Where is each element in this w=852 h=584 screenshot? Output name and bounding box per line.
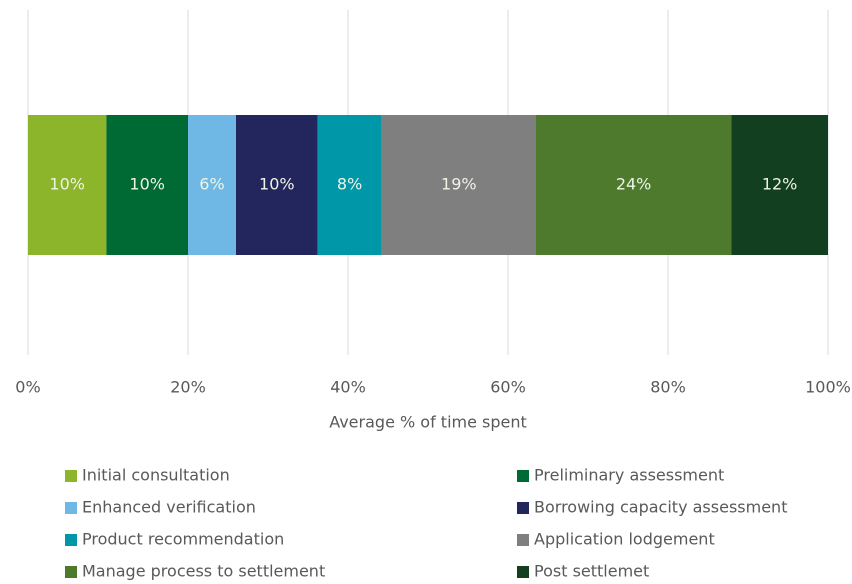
x-tick-label: 0% — [15, 378, 40, 397]
bar-segment — [381, 115, 536, 255]
bar-segment — [188, 115, 236, 255]
legend-swatch — [65, 534, 77, 546]
bar-segment — [28, 115, 107, 255]
data-label: 10% — [49, 175, 85, 194]
data-label: 10% — [129, 175, 165, 194]
data-label: 19% — [441, 175, 477, 194]
bar-segment — [106, 115, 188, 255]
data-label: 8% — [337, 175, 362, 194]
data-label: 12% — [762, 175, 798, 194]
x-tick-label: 20% — [170, 378, 206, 397]
bar-segment — [236, 115, 318, 255]
legend-label: Initial consultation — [82, 466, 230, 485]
data-label: 10% — [259, 175, 295, 194]
data-label: 6% — [199, 175, 224, 194]
bar-segment — [731, 115, 828, 255]
x-tick-label: 60% — [490, 378, 526, 397]
x-axis-label: Average % of time spent — [329, 413, 527, 432]
data-label: 24% — [616, 175, 652, 194]
x-tick-label: 100% — [805, 378, 851, 397]
legend-swatch — [517, 534, 529, 546]
legend-swatch — [517, 470, 529, 482]
legend-swatch — [517, 566, 529, 578]
x-tick-label: 40% — [330, 378, 366, 397]
x-tick-label: 80% — [650, 378, 686, 397]
legend-label: Preliminary assessment — [534, 466, 724, 485]
legend-label: Post settlemet — [534, 562, 649, 581]
legend-label: Enhanced verification — [82, 498, 256, 517]
legend-swatch — [65, 566, 77, 578]
legend-swatch — [517, 502, 529, 514]
legend-swatch — [65, 502, 77, 514]
legend-swatch — [65, 470, 77, 482]
legend-label: Manage process to settlement — [82, 562, 325, 581]
bar-segment — [536, 115, 732, 255]
legend-label: Application lodgement — [534, 530, 715, 549]
legend-label: Product recommendation — [82, 530, 284, 549]
bar-segment — [317, 115, 382, 255]
legend-label: Borrowing capacity assessment — [534, 498, 787, 517]
